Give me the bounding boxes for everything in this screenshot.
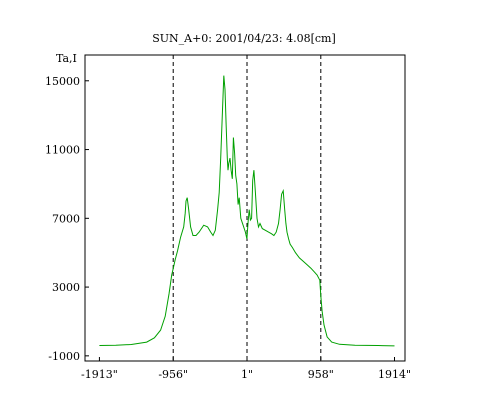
y-tick-label: 11000: [45, 144, 80, 157]
x-tick-label: 958": [308, 368, 334, 381]
y-tick-label: -1000: [48, 350, 80, 363]
x-tick-label: -1913": [81, 368, 118, 381]
y-tick-label: 3000: [52, 281, 80, 294]
y-tick-label: 15000: [45, 75, 80, 88]
x-tick-label: -956": [158, 368, 188, 381]
y-tick-label: 7000: [52, 212, 80, 225]
chart-title: SUN_A+0: 2001/04/23: 4.08[cm]: [152, 32, 336, 45]
y-axis-label: Ta,I: [56, 52, 77, 65]
x-tick-label: 1914": [378, 368, 411, 381]
plot-frame: [84, 54, 406, 362]
x-tick-label: 1": [241, 368, 253, 381]
series-line: [99, 75, 395, 347]
